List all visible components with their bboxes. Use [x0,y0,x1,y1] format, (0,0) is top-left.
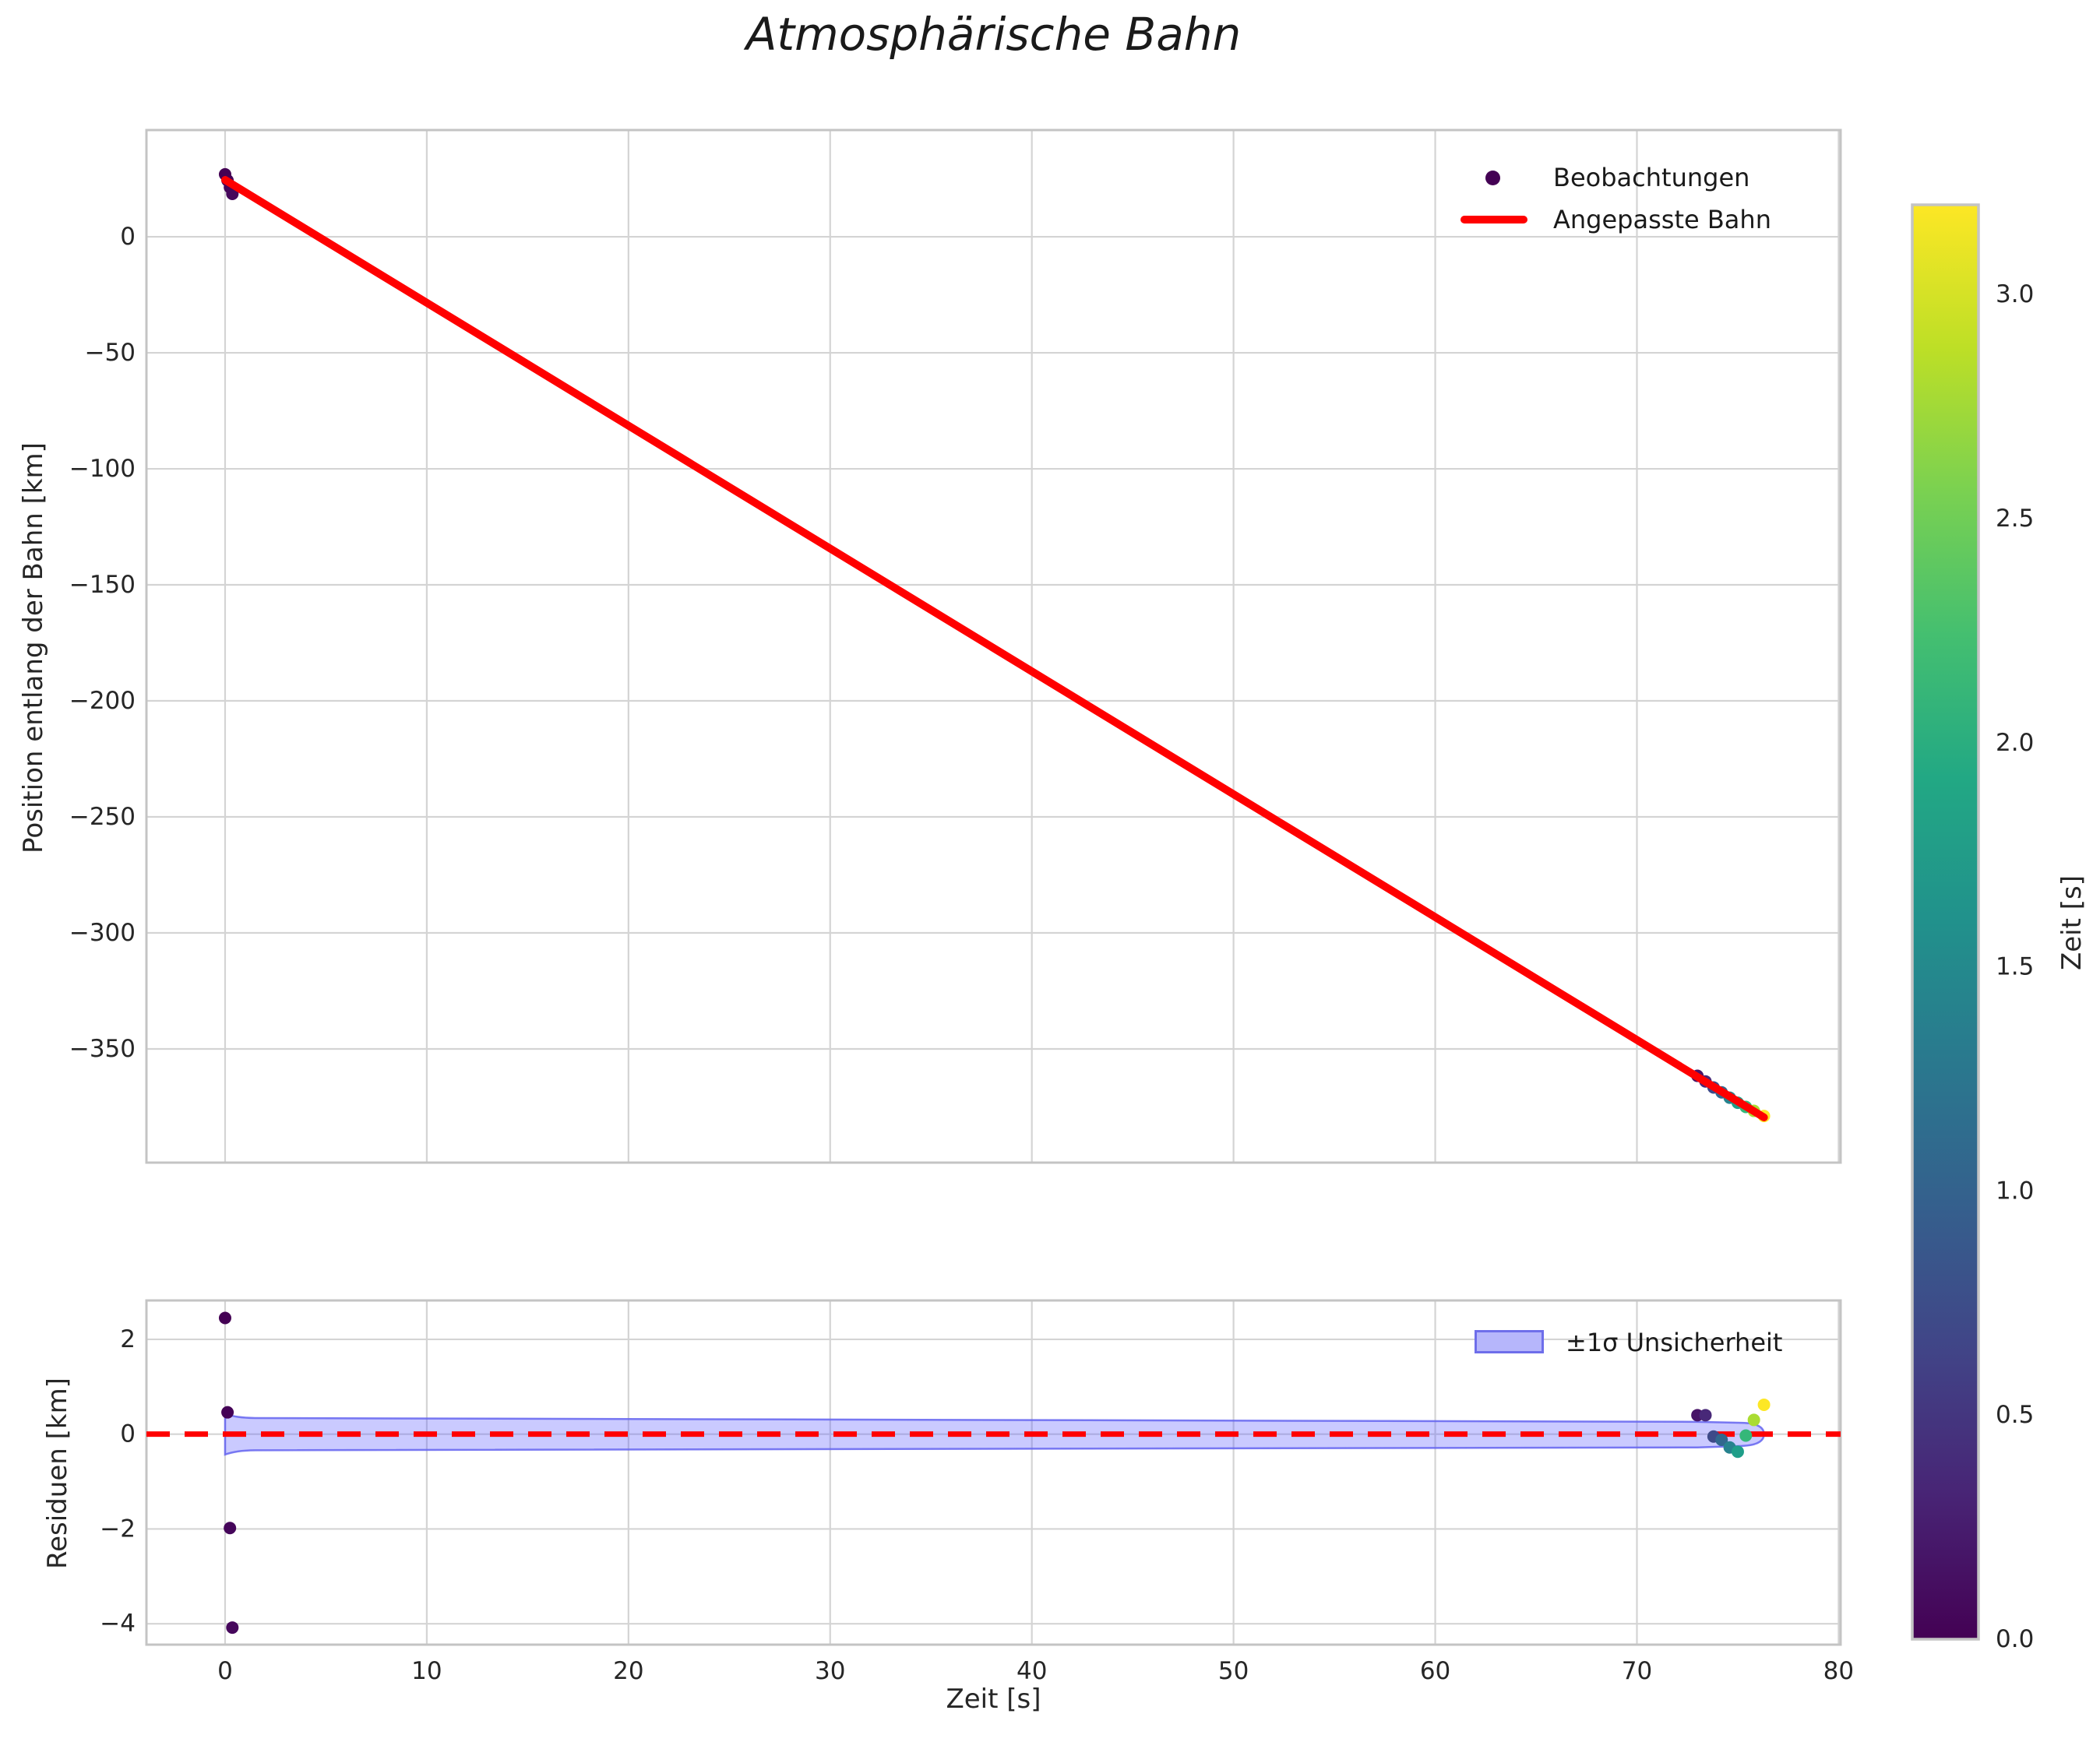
colorbar-label: Zeit [s] [2056,874,2088,971]
colorbar [1912,205,1978,1639]
bottom-y-tick-label: 2 [120,1325,136,1353]
legend-fit-line-icon [1460,216,1527,223]
residual-dot [221,1406,234,1419]
fitted-trajectory-line [220,176,1768,1121]
x-tick-label: 10 [411,1657,442,1685]
axes-spine [145,128,1842,1164]
legend-uncertainty-patch-icon [1475,1330,1544,1353]
x-tick-label: 0 [217,1657,233,1685]
residual-dot [1757,1398,1771,1411]
x-tick-label: 50 [1218,1657,1249,1685]
x-tick-label: 40 [1017,1657,1047,1685]
legend-label-observations: Beobachtungen [1553,163,1750,192]
x-tick-label: 70 [1622,1657,1652,1685]
residual-dot [218,1311,231,1325]
residual-dot [224,1522,237,1535]
x-tick-label: 20 [613,1657,643,1685]
top-y-tick-label: −50 [85,339,136,367]
residual-dot [1715,1433,1728,1446]
top-y-tick-label: −200 [69,687,136,715]
top-y-tick-label: −100 [69,455,136,483]
x-tick-label: 60 [1420,1657,1450,1685]
bottom-y-axis-label: Residuen [km] [42,1378,73,1569]
legend-label-uncertainty: ±1σ Unsicherheit [1566,1328,1783,1357]
x-tick-label: 80 [1823,1657,1854,1685]
colorbar-tick-label: 1.0 [1996,1177,2034,1205]
colorbar-tick-label: 1.5 [1996,953,2034,981]
residual-dot [226,1621,239,1635]
top-y-tick-label: 0 [120,223,136,251]
residual-dot [1731,1445,1744,1459]
top-y-tick-label: −150 [69,571,136,599]
colorbar-outline [1911,203,1980,1641]
colorbar-tick-label: 0.5 [1996,1401,2034,1429]
top-y-tick-label: −350 [69,1035,136,1063]
top-y-tick-label: −300 [69,919,136,947]
colorbar-tick-label: 0.0 [1996,1625,2034,1653]
residual-dot [1747,1413,1760,1427]
x-tick-label: 30 [815,1657,845,1685]
top-y-axis-label: Position entlang der Bahn [km] [18,442,49,853]
colorbar-tick-label: 2.0 [1996,729,2034,757]
residual-dot [1739,1429,1753,1442]
axes-spine [145,1299,1842,1646]
bottom-y-tick-label: −4 [100,1610,136,1638]
colorbar-tick-label: 2.5 [1996,505,2034,533]
legend-label-fit-line: Angepasste Bahn [1553,205,1771,234]
x-axis-label: Zeit [s] [946,1684,1041,1715]
chart-title: Atmosphärische Bahn [745,8,1242,61]
colorbar-tick-label: 3.0 [1996,280,2034,308]
bottom-y-tick-label: 0 [120,1420,136,1448]
legend-observations-dot-icon [1485,171,1500,185]
top-y-tick-label: −250 [69,803,136,831]
residual-dot [1699,1409,1712,1422]
bottom-y-tick-label: −2 [100,1515,136,1543]
